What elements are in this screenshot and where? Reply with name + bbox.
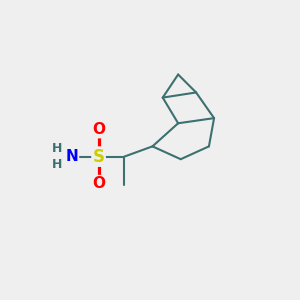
Text: O: O — [92, 122, 105, 137]
Text: S: S — [93, 148, 105, 166]
Text: N: N — [65, 149, 78, 164]
Text: H: H — [52, 142, 63, 155]
Text: H: H — [52, 158, 63, 171]
Text: O: O — [92, 176, 105, 191]
